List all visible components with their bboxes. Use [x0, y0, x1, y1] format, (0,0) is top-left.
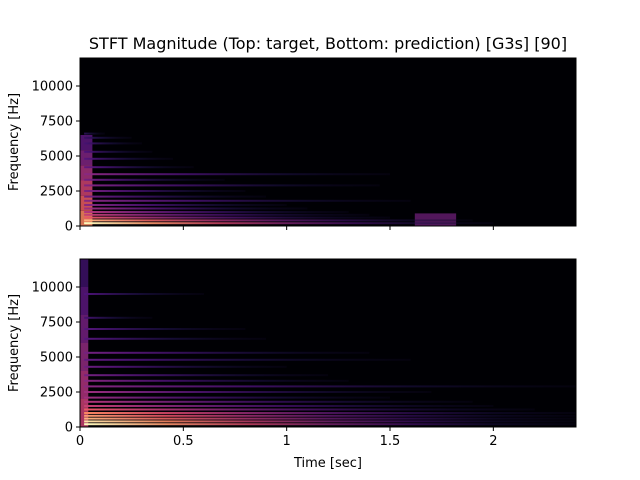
- harmonic-line: [84, 150, 153, 153]
- harmonic-line: [84, 178, 225, 181]
- y-axis-label: Frequency [Hz]: [7, 294, 22, 392]
- x-axis-label: Time [sec]: [293, 456, 362, 471]
- x-tick-label: 1.5: [380, 434, 401, 449]
- onset-cell: [80, 150, 93, 166]
- harmonic-line: [84, 207, 308, 210]
- harmonic-line: [84, 173, 390, 176]
- onset-cell: [80, 371, 89, 399]
- panels: 0 2500 5000 7500 10000 Frequency [Hz] 0 2500 500…: [7, 57, 577, 471]
- harmonic-line: [84, 132, 105, 135]
- harmonic-line: [84, 213, 370, 216]
- y-tick-label: 10000: [32, 281, 73, 296]
- harmonic-line: [84, 204, 287, 206]
- harmonic-line: [84, 316, 153, 319]
- harmonic-line: [84, 365, 287, 368]
- harmonic-line: [84, 400, 473, 403]
- harmonic-line: [84, 190, 246, 192]
- harmonic-line: [84, 405, 494, 407]
- harmonic-line: [84, 385, 576, 388]
- y-tick-label: 0: [65, 220, 73, 235]
- axes-frame: [79, 57, 577, 227]
- harmonic-line: [84, 166, 194, 169]
- harmonic-line: [84, 216, 390, 219]
- harmonic-line: [84, 423, 576, 426]
- onset-cell: [80, 259, 89, 287]
- chart-title: STFT Magnitude (Top: target, Bottom: pre…: [89, 34, 567, 53]
- panel-target: 0 2500 5000 7500 10000 Frequency [Hz]: [7, 57, 577, 235]
- harmonic-line: [84, 414, 576, 417]
- y-tick-label: 0: [65, 421, 73, 436]
- axes-frame: [79, 258, 577, 428]
- panel-prediction: 0 2500 5000 7500 10000 0 0.5 1 1.5 2 Frequency [Hz…: [7, 258, 577, 471]
- x-tick-label: 0: [76, 434, 84, 449]
- harmonic-line: [84, 420, 576, 423]
- harmonic-line: [84, 408, 535, 411]
- onset-cell: [80, 287, 89, 315]
- harmonic-line: [84, 136, 132, 139]
- harmonic-line: [84, 337, 266, 340]
- harmonic-line: [84, 195, 266, 198]
- plot-area: [80, 58, 576, 226]
- plot-background: [80, 259, 576, 427]
- y-tick-label: 7500: [40, 316, 73, 331]
- y-tick-label: 5000: [40, 351, 73, 366]
- harmonic-line: [84, 417, 576, 420]
- harmonic-line: [84, 391, 432, 393]
- y-tick-label: 2500: [40, 185, 73, 200]
- harmonic-line: [84, 379, 349, 382]
- onset-cell: [80, 195, 93, 211]
- y-axis-label: Frequency [Hz]: [7, 93, 22, 191]
- x-tick-label: 2: [489, 434, 497, 449]
- onset-cell: [80, 165, 93, 181]
- harmonic-line: [84, 293, 204, 295]
- harmonic-line: [84, 219, 473, 222]
- y-tick-label: 7500: [40, 115, 73, 130]
- harmonic-line: [84, 328, 246, 330]
- plot-area: [80, 259, 576, 427]
- y-tick-label: 2500: [40, 386, 73, 401]
- harmonic-line: [84, 222, 494, 225]
- harmonic-line: [84, 396, 390, 399]
- harmonic-line: [84, 142, 142, 145]
- y-tick-label: 10000: [32, 80, 73, 95]
- harmonic-line: [84, 412, 576, 414]
- onset-cell: [80, 180, 93, 196]
- x-tick-label: 0.5: [173, 434, 194, 449]
- y-tick-label: 5000: [40, 150, 73, 165]
- harmonic-line: [84, 157, 173, 160]
- harmonic-line: [84, 351, 370, 354]
- harmonic-line: [84, 374, 328, 377]
- harmonic-line: [84, 184, 380, 187]
- harmonic-line: [84, 358, 411, 361]
- harmonic-line: [84, 211, 349, 213]
- x-tick-label: 1: [283, 434, 291, 449]
- harmonic-line: [84, 199, 411, 202]
- onset-cell: [80, 343, 89, 371]
- plot-background: [80, 58, 576, 226]
